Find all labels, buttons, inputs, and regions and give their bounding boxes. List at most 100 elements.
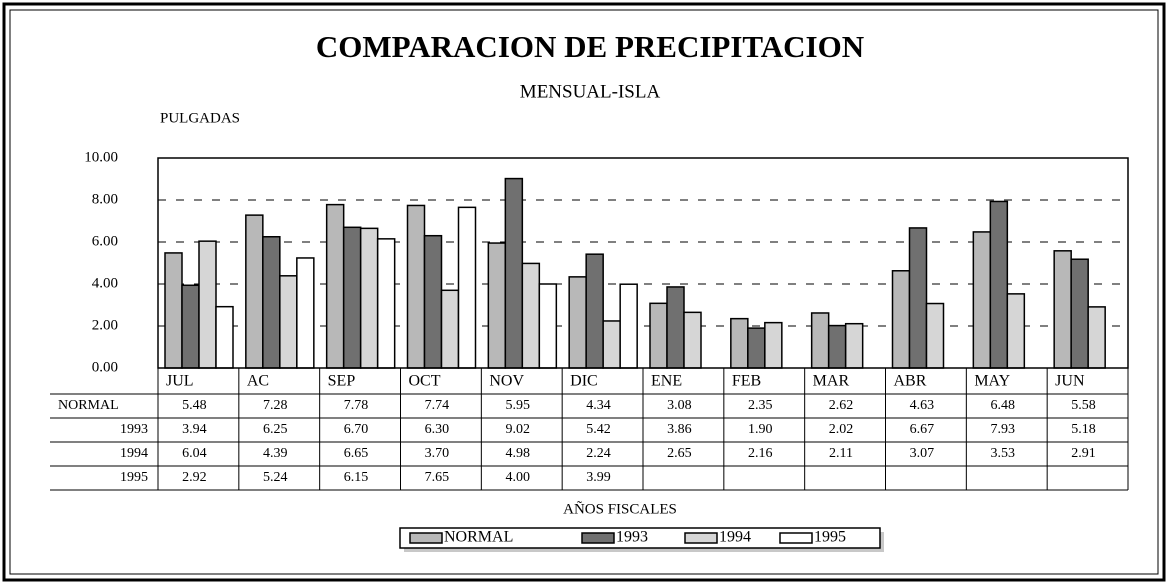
y-tick-label: 4.00 (92, 275, 118, 291)
bar (279, 275, 298, 369)
table-value: 7.28 (263, 398, 288, 413)
bar (245, 214, 264, 369)
table-value: 2.91 (1071, 446, 1096, 461)
y-tick-label: 6.00 (92, 233, 118, 249)
x-tick-label: OCT (409, 373, 441, 390)
table-value: 5.42 (586, 422, 611, 437)
bar (181, 284, 200, 369)
x-tick-label: JUN (1055, 373, 1085, 390)
table-value: 3.94 (182, 422, 207, 437)
legend-label: 1994 (719, 529, 751, 546)
x-tick-label: ENE (651, 373, 682, 390)
table-value: 4.00 (505, 470, 530, 485)
x-tick-label: MAY (974, 373, 1010, 390)
bar (925, 302, 945, 369)
y-tick-label: 10.00 (84, 149, 118, 165)
bar (1053, 250, 1072, 369)
legend-swatch (581, 532, 615, 544)
bar (521, 262, 541, 369)
table-value: 4.34 (586, 398, 611, 413)
bar (568, 276, 587, 369)
row-label: 1995 (120, 470, 148, 485)
table-value: 7.78 (344, 398, 369, 413)
table-value: 3.53 (990, 446, 1015, 461)
x-tick-label: AC (247, 373, 269, 390)
bar (908, 227, 928, 369)
bar (1006, 293, 1026, 369)
table-value: 5.18 (1071, 422, 1096, 437)
bar (457, 206, 477, 369)
y-tick-label: 8.00 (92, 191, 118, 207)
bar (538, 283, 558, 369)
table-value: 6.48 (990, 398, 1015, 413)
bar (989, 200, 1009, 369)
legend-box (399, 527, 881, 549)
bar (164, 252, 183, 369)
table-value: 5.24 (263, 470, 288, 485)
bar (376, 238, 396, 369)
y-tick-label: 2.00 (92, 317, 118, 333)
legend-label: NORMAL (444, 529, 513, 546)
table-value: 4.39 (263, 446, 288, 461)
bar (585, 253, 604, 369)
table-value: 2.35 (748, 398, 773, 413)
table-value: 3.70 (425, 446, 450, 461)
table-value: 2.24 (586, 446, 611, 461)
x-axis-label: AÑOS FISCALES (563, 501, 677, 517)
table-value: 1.90 (748, 422, 773, 437)
bar (504, 177, 524, 369)
bar (440, 289, 460, 369)
table-value: 6.65 (344, 446, 369, 461)
y-tick-label: 0.00 (92, 359, 118, 375)
x-tick-label: SEP (328, 373, 356, 390)
bar (730, 317, 749, 369)
table-value: 3.07 (910, 446, 935, 461)
table-value: 3.08 (667, 398, 692, 413)
legend-swatch (409, 532, 443, 544)
bar (810, 312, 830, 369)
table-value: 9.02 (505, 422, 530, 437)
bar (827, 324, 847, 369)
table-value: 2.65 (667, 446, 692, 461)
x-tick-label: MAR (813, 373, 850, 390)
bar (891, 270, 911, 369)
bar (487, 242, 507, 369)
bar (406, 204, 426, 369)
bar (198, 240, 217, 369)
x-tick-label: NOV (489, 373, 524, 390)
table-value: 5.58 (1071, 398, 1096, 413)
table-value: 7.74 (425, 398, 450, 413)
table-value: 2.16 (748, 446, 773, 461)
bar (619, 283, 638, 369)
x-tick-label: DIC (570, 373, 598, 390)
bar (747, 327, 766, 369)
bar (342, 226, 362, 369)
bar (325, 203, 345, 369)
row-label: 1993 (120, 422, 148, 437)
bar (649, 302, 668, 369)
bar (359, 227, 379, 369)
bar (423, 234, 443, 369)
bar (972, 231, 992, 369)
x-tick-label: FEB (732, 373, 761, 390)
table-value: 6.70 (344, 422, 369, 437)
chart-subtitle: MENSUAL-ISLA (520, 81, 661, 102)
table-value: 5.48 (182, 398, 207, 413)
legend-label: 1993 (616, 529, 648, 546)
bar (683, 311, 702, 369)
bar (1070, 258, 1089, 369)
table-value: 7.65 (425, 470, 450, 485)
legend-label: 1995 (814, 529, 846, 546)
bar (262, 236, 281, 369)
x-tick-label: ABR (894, 373, 927, 390)
table-value: 6.30 (425, 422, 450, 437)
table-value: 2.11 (829, 446, 853, 461)
bar (602, 320, 621, 369)
x-tick-label: JUL (166, 373, 194, 390)
table-value: 7.93 (990, 422, 1015, 437)
bar (764, 321, 783, 369)
table-value: 6.04 (182, 446, 207, 461)
table-value: 4.63 (910, 398, 935, 413)
y-axis-label: PULGADAS (160, 110, 240, 126)
